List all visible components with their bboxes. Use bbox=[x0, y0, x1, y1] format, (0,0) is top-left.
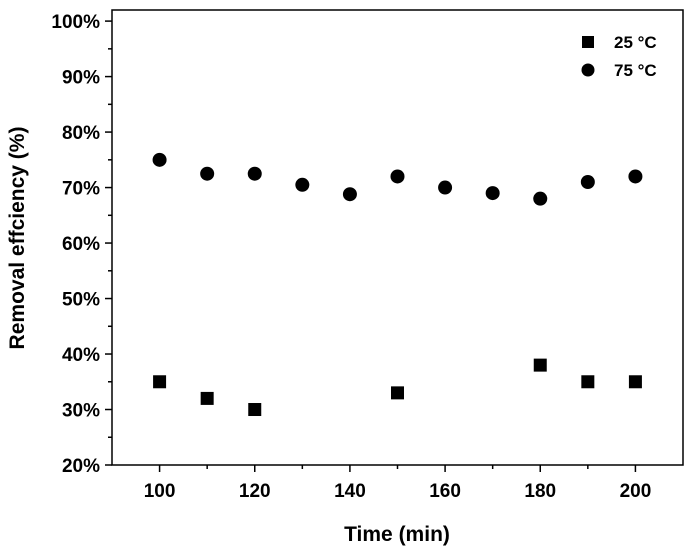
y-tick-label: 100% bbox=[51, 12, 100, 33]
point-75c bbox=[580, 175, 595, 190]
x-tick-label: 140 bbox=[334, 481, 366, 502]
legend-label: 75 °C bbox=[614, 61, 657, 80]
x-tick-label: 160 bbox=[429, 481, 461, 502]
point-75c bbox=[438, 180, 453, 195]
y-axis: 20% 30% 40% 50% 60% 70% 80% 90% 100% bbox=[51, 12, 112, 477]
y-tick-label: 50% bbox=[62, 290, 100, 311]
x-axis: 100 120 140 160 180 200 bbox=[144, 465, 652, 502]
point-75c bbox=[485, 186, 500, 201]
y-tick-label: 40% bbox=[62, 345, 100, 366]
legend-label: 25 °C bbox=[614, 33, 657, 52]
point-25c bbox=[391, 386, 404, 400]
point-75c bbox=[390, 169, 405, 184]
y-tick-label: 30% bbox=[62, 401, 100, 422]
point-25c bbox=[533, 358, 547, 372]
point-75c bbox=[628, 169, 643, 184]
x-tick-label: 180 bbox=[524, 481, 556, 502]
y-tick-label: 60% bbox=[62, 234, 100, 255]
legend-circle-marker bbox=[581, 63, 595, 77]
point-25c bbox=[200, 391, 214, 405]
x-axis-title: Time (min) bbox=[344, 523, 450, 546]
point-75c bbox=[152, 152, 167, 167]
y-tick-label: 20% bbox=[62, 456, 100, 477]
point-75c bbox=[342, 187, 357, 202]
y-tick-label: 90% bbox=[62, 68, 100, 89]
x-tick-label: 120 bbox=[239, 481, 271, 502]
x-tick-label: 200 bbox=[620, 481, 652, 502]
point-25c bbox=[581, 375, 595, 389]
y-tick-label: 80% bbox=[62, 123, 100, 144]
point-75c bbox=[247, 166, 262, 181]
point-75c bbox=[533, 191, 548, 206]
point-75c bbox=[295, 177, 310, 192]
y-tick-label: 70% bbox=[62, 179, 100, 200]
point-25c bbox=[153, 375, 167, 389]
x-tick-label: 100 bbox=[144, 481, 176, 502]
point-25c bbox=[248, 403, 262, 417]
y-axis-title: Removal effciency (%) bbox=[6, 127, 29, 350]
legend-square-marker bbox=[582, 36, 594, 48]
legend: 25 °C 75 °C bbox=[581, 33, 657, 80]
point-25c bbox=[628, 375, 642, 389]
point-75c bbox=[200, 166, 215, 181]
data-points bbox=[152, 152, 643, 417]
